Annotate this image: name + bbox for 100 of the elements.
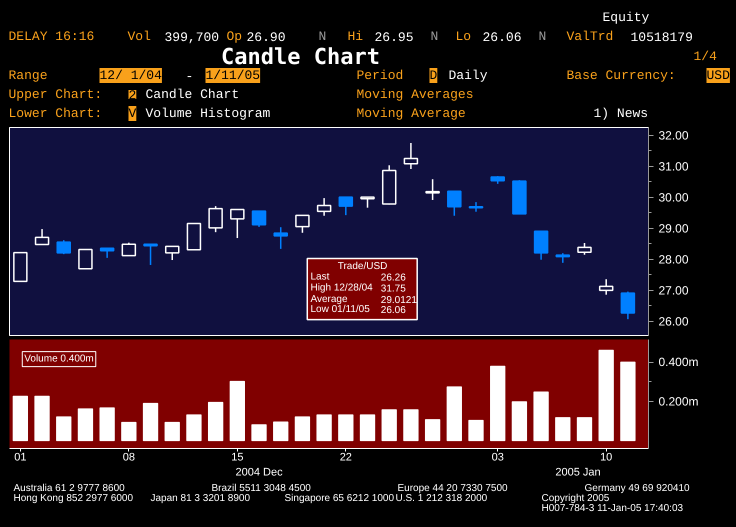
y-tick-label: 31.00 xyxy=(658,160,689,174)
bar xyxy=(34,396,50,442)
text: Candle Chart xyxy=(146,87,240,102)
text: H007-784-3 11-Jan-05 17:40:03 xyxy=(542,503,684,514)
candlestick xyxy=(164,246,180,261)
bar xyxy=(208,402,224,442)
text: N xyxy=(318,29,326,44)
y-tick-label: 32.00 xyxy=(658,128,689,143)
x-tick-label: 10 xyxy=(600,452,612,464)
text: 26.95 xyxy=(374,30,414,45)
bar xyxy=(164,422,180,442)
bar xyxy=(533,391,549,442)
text: Range xyxy=(8,68,48,83)
candlestick xyxy=(534,230,548,260)
text: Moving Average xyxy=(356,106,466,121)
candlestick xyxy=(252,210,266,228)
y-tick-label: 0.400m xyxy=(658,355,699,370)
bar xyxy=(338,414,354,442)
text: Hong Kong 852 2977 6000 xyxy=(14,493,134,504)
annotation: 26.26 xyxy=(380,272,406,284)
text: Australia 61 2 9777 8600 xyxy=(14,483,126,494)
text: Singapore 65 6212 1000 xyxy=(284,493,394,504)
annotation: Last xyxy=(310,272,330,283)
bar xyxy=(620,362,636,442)
candlestick xyxy=(273,226,288,250)
x-tick-label: 03 xyxy=(492,452,504,464)
text: Europe 44 20 7330 7500 xyxy=(398,483,508,494)
bar xyxy=(576,417,592,442)
annotation: Trade/USD xyxy=(338,260,388,272)
text: U.S. 1 212 318 2000 xyxy=(396,493,488,504)
text: 12/ 1/04 xyxy=(100,68,162,83)
text: Germany 49 69 920410 xyxy=(584,483,690,494)
chart-title: Candle Chart xyxy=(221,45,380,70)
candlestick xyxy=(620,290,636,320)
annotation: 31.75 xyxy=(380,284,406,295)
bar xyxy=(251,424,267,442)
text: 10518179 xyxy=(630,30,693,45)
text: 26.90 xyxy=(246,30,286,45)
annotation: Low 01/11/05 xyxy=(310,304,370,316)
text: 1/4 xyxy=(694,49,718,64)
text: Lo xyxy=(456,29,472,44)
text: D xyxy=(430,68,438,83)
text: Copyright 2005 xyxy=(542,493,610,504)
bar xyxy=(12,396,28,442)
annotation: High 12/28/04 xyxy=(310,282,374,294)
candlestick xyxy=(468,201,484,212)
candlestick xyxy=(56,239,72,255)
text: USD xyxy=(706,68,730,83)
candlestick xyxy=(230,208,245,239)
candlestick xyxy=(447,190,462,216)
text: Equity xyxy=(602,10,650,25)
bar xyxy=(468,420,484,442)
candlestick xyxy=(425,178,440,201)
candlestick xyxy=(338,196,354,216)
y-tick-label: 27.00 xyxy=(658,284,689,298)
bar xyxy=(403,409,419,442)
y-tick-label: 29.00 xyxy=(658,222,689,236)
candlestick xyxy=(404,142,418,170)
candlestick xyxy=(577,242,592,256)
text: Volume Histogram xyxy=(146,106,271,121)
bar xyxy=(142,402,158,442)
y-tick-label: 28.00 xyxy=(658,252,689,267)
candlestick xyxy=(34,228,50,246)
text: Hi xyxy=(348,29,364,44)
bar xyxy=(512,401,528,442)
text: Brazil 5511 3048 4500 xyxy=(212,483,312,494)
bar xyxy=(382,409,397,442)
candlestick xyxy=(122,242,136,256)
y-tick-label: 0.200m xyxy=(658,394,699,408)
candlestick xyxy=(316,197,332,216)
annotation: 29.0121 xyxy=(380,294,418,306)
bar xyxy=(99,407,115,442)
y-tick-label: 30.00 xyxy=(658,190,689,205)
bar xyxy=(186,414,202,442)
text: Op xyxy=(226,29,242,44)
annotation: 26.06 xyxy=(380,305,406,316)
text: N xyxy=(538,29,546,44)
text: Lower Chart: xyxy=(8,106,102,121)
annotation: Volume 0.400m xyxy=(24,354,94,365)
bar xyxy=(78,408,94,442)
text: Moving Averages xyxy=(356,87,474,102)
text: Base Currency: xyxy=(566,68,676,83)
x-tick-label: 15 xyxy=(231,452,244,464)
text: V xyxy=(128,106,136,121)
text: DELAY 16:16 xyxy=(8,29,94,44)
text: 1/11/05 xyxy=(206,68,260,83)
candlestick xyxy=(295,214,310,234)
bar xyxy=(273,421,288,442)
candlestick xyxy=(100,248,114,259)
text: Japan 81 3 3201 8900 xyxy=(150,493,250,504)
bar xyxy=(294,416,310,442)
candlestick xyxy=(598,278,614,296)
text: Vol xyxy=(128,29,152,44)
text: 2 xyxy=(128,88,136,103)
text: 399,700 xyxy=(164,30,220,45)
text: Period xyxy=(356,68,404,83)
text: 26.06 xyxy=(482,30,522,45)
y-tick-label: 26.00 xyxy=(658,314,689,329)
x-tick-label: 01 xyxy=(14,452,26,464)
bar xyxy=(56,416,72,442)
